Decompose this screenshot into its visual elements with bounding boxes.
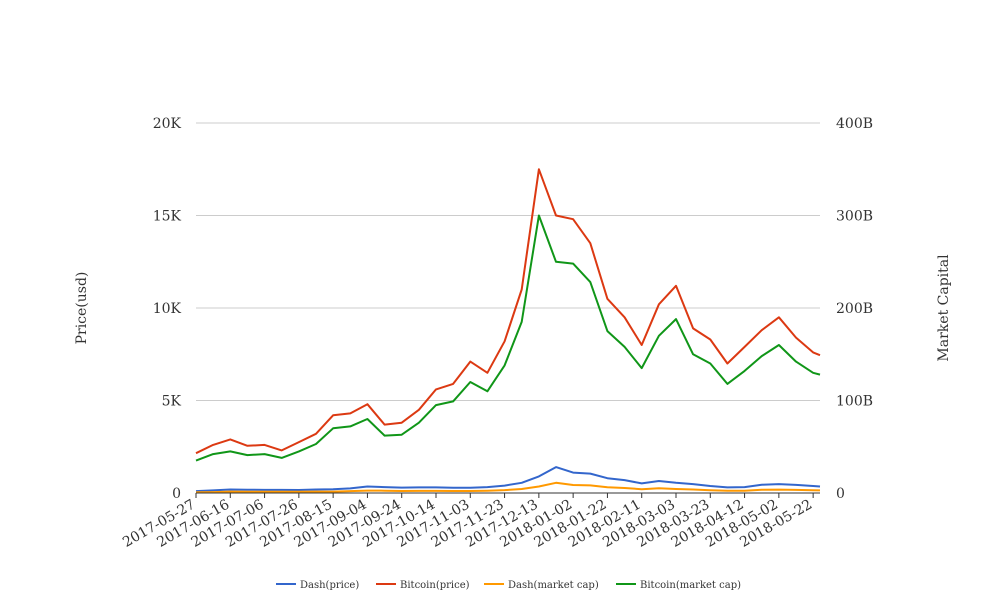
y-tick-label-right: 0 [836,486,845,502]
series-line-dash-market-cap [195,481,821,494]
right-axis-ticks: 0 100B 200B 300B 400B [836,116,873,502]
y-tick-label-right: 300B [836,209,873,225]
y-tick-label-left: 10K [153,301,182,317]
gridlines [196,122,820,401]
y-tick-label-left: 5K [162,394,182,410]
legend-label: Dash(price) [300,580,359,591]
series-lines [195,168,821,494]
y-tick-label-left: 15K [153,209,182,225]
legend-label: Bitcoin(market cap) [640,580,741,591]
left-axis-ticks: 0 5K 10K 15K 20K [153,116,182,502]
series-line-bitcoin-market-cap [195,214,821,462]
legend-label: Dash(market cap) [508,580,599,591]
x-axis-ticks: 2017-05-272017-06-162017-07-062017-07-26… [120,493,815,551]
y-tick-label-right: 400B [836,116,873,132]
y-axis-title-left: Price(usd) [74,272,90,345]
y-axis-title-right: Market Capital [936,254,952,362]
series-line-bitcoin-price [195,168,821,455]
y-tick-label-left: 20K [153,116,182,132]
y-tick-label-right: 100B [836,394,873,410]
series-line-dash-price [195,466,821,493]
legend: Dash(price) Bitcoin(price) Dash(market cap… [276,580,741,591]
y-tick-label-right: 200B [836,301,873,317]
legend-label: Bitcoin(price) [400,580,470,591]
y-tick-label-left: 0 [172,486,181,502]
